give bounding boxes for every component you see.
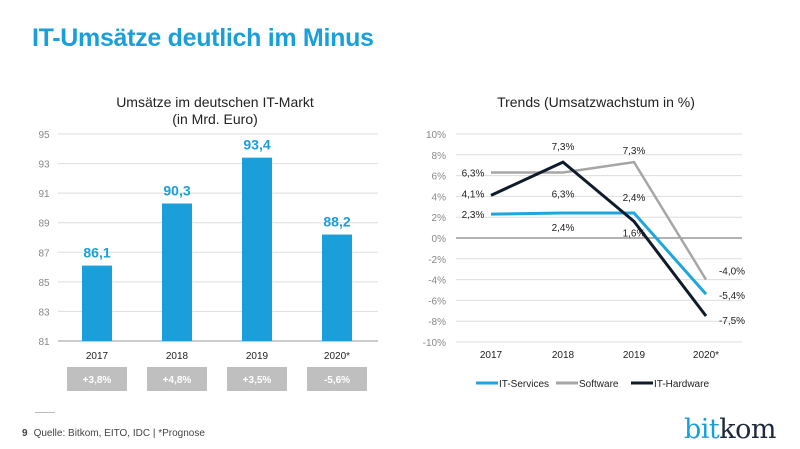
- y-tick-label: 0%: [432, 234, 447, 245]
- series-line-it-services: [490, 211, 708, 296]
- y-tick-label: 81: [38, 337, 50, 348]
- x-tick-label: 2020*: [324, 351, 350, 362]
- data-label: 2,3%: [462, 210, 485, 221]
- growth-label: +3,5%: [243, 375, 272, 386]
- x-tick-label: 2019: [623, 350, 646, 361]
- y-tick-label: 87: [38, 248, 50, 259]
- data-label: 4,1%: [462, 189, 485, 200]
- source-note: Quelle: Bitkom, EITO, IDC | *Prognose: [33, 428, 205, 439]
- series-line-software: [491, 160, 708, 281]
- bar-chart-revenue: Umsätze im deutschen IT-Markt (in Mrd. E…: [38, 94, 378, 391]
- growth-badge: [307, 367, 367, 391]
- y-tick-label: 95: [38, 130, 50, 141]
- footer-divider: [35, 412, 55, 413]
- y-tick-label: -4%: [428, 276, 446, 287]
- legend-label: IT-Services: [499, 379, 549, 390]
- y-tick-label: 4%: [432, 192, 447, 203]
- data-label: 2,4%: [552, 223, 575, 234]
- y-tick-label: -10%: [423, 338, 446, 349]
- x-tick-label: 2018: [166, 351, 189, 362]
- series-line-it-hardware: [490, 160, 708, 317]
- y-tick-label: 91: [38, 189, 50, 200]
- growth-badge: [227, 367, 287, 391]
- y-tick-label: -2%: [428, 255, 446, 266]
- x-tick-label: 2020*: [693, 350, 719, 361]
- y-tick-label: 8%: [432, 151, 447, 162]
- legend-label: Software: [579, 379, 619, 390]
- y-tick-label: 83: [38, 307, 50, 318]
- growth-badge: [67, 367, 127, 391]
- y-tick-label: 6%: [432, 172, 447, 183]
- line-chart-trends: Trends (Umsatzwachstum in %) -10% -8% -6% -…: [423, 94, 746, 390]
- page-number: 9: [22, 428, 28, 439]
- line-chart-title: Trends (Umsatzwachstum in %): [497, 94, 695, 110]
- growth-badge: [147, 367, 207, 391]
- bar: [242, 157, 272, 341]
- data-label: 7,3%: [552, 142, 575, 153]
- data-label: 93,4: [243, 137, 270, 153]
- data-label: -4,0%: [719, 267, 745, 278]
- growth-label: -5,6%: [324, 375, 350, 386]
- data-label: 88,2: [323, 214, 350, 230]
- bar-chart-subtitle: (in Mrd. Euro): [172, 111, 258, 127]
- data-label: 1,6%: [623, 228, 646, 239]
- bar: [322, 234, 352, 341]
- data-label: 6,3%: [462, 168, 485, 179]
- bar: [162, 203, 192, 341]
- slide-title: IT-Umsätze deutlich im Minus: [32, 24, 374, 52]
- data-label: 6,3%: [552, 189, 575, 200]
- y-tick-label: 10%: [426, 130, 446, 141]
- data-label: -5,4%: [719, 291, 745, 302]
- bar: [82, 265, 112, 341]
- data-label: 86,1: [83, 245, 110, 261]
- data-label: 2,4%: [623, 193, 646, 204]
- y-tick-label: 2%: [432, 213, 447, 224]
- y-tick-label: -8%: [428, 317, 446, 328]
- x-tick-label: 2018: [552, 350, 575, 361]
- footer: 9 Quelle: Bitkom, EITO, IDC | *Prognose: [22, 428, 205, 439]
- x-tick-label: 2017: [86, 351, 109, 362]
- growth-label: +3,8%: [83, 375, 112, 386]
- y-tick-label: 93: [38, 160, 50, 171]
- y-tick-label: -6%: [428, 296, 446, 307]
- x-tick-label: 2019: [246, 351, 269, 362]
- y-tick-label: 85: [38, 278, 50, 289]
- x-tick-label: 2017: [480, 350, 503, 361]
- bar-chart-title: Umsätze im deutschen IT-Markt: [116, 94, 314, 110]
- bitkom-logo: bitkom: [684, 414, 776, 445]
- data-label: -7,5%: [719, 316, 745, 327]
- legend-label: IT-Hardware: [654, 379, 709, 390]
- y-tick-label: 89: [38, 219, 50, 230]
- growth-label: +4,8%: [163, 375, 192, 386]
- data-label: 90,3: [163, 182, 190, 198]
- data-label: 7,3%: [623, 146, 646, 157]
